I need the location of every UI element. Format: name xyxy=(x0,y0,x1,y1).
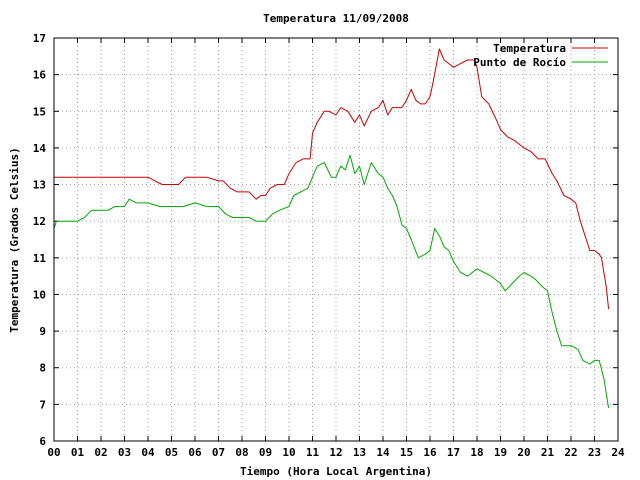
x-tick-label: 06 xyxy=(188,446,202,459)
y-tick-label: 13 xyxy=(33,179,46,192)
x-tick-label: 10 xyxy=(282,446,295,459)
y-tick-label: 10 xyxy=(33,288,46,301)
x-tick-label: 09 xyxy=(259,446,272,459)
x-tick-label: 20 xyxy=(517,446,530,459)
x-tick-label: 23 xyxy=(588,446,601,459)
x-tick-label: 05 xyxy=(165,446,178,459)
y-tick-label: 16 xyxy=(33,69,47,82)
x-tick-labels: 00 01 02 03 04 05 06 07 08 09 10 11 12 13 14 15 16 17 18 19… xyxy=(47,446,625,459)
y-tick-label: 7 xyxy=(39,398,46,411)
series-line-temperatura xyxy=(54,48,610,310)
y-tick-label: 8 xyxy=(39,362,46,375)
x-tick-label: 02 xyxy=(94,446,107,459)
x-tick-label: 01 xyxy=(71,446,85,459)
x-tick-label: 08 xyxy=(235,446,248,459)
x-tick-label: 16 xyxy=(423,446,437,459)
x-tick-label: 00 xyxy=(47,446,60,459)
y-tick-label: 6 xyxy=(39,435,46,448)
axis-ticks xyxy=(53,37,619,442)
x-tick-label: 13 xyxy=(353,446,366,459)
x-tick-label: 03 xyxy=(118,446,131,459)
x-tick-label: 12 xyxy=(329,446,342,459)
plot-frame xyxy=(53,37,619,442)
y-tick-labels: 6 7 8 9 10 11 12 13 14 15 16 17 xyxy=(33,32,47,448)
y-tick-label: 14 xyxy=(33,142,47,155)
chart-title: Temperatura 11/09/2008 xyxy=(263,12,409,25)
x-tick-label: 18 xyxy=(470,446,483,459)
y-tick-label: 17 xyxy=(33,32,46,45)
x-tick-label: 04 xyxy=(141,446,155,459)
x-tick-label: 21 xyxy=(541,446,555,459)
x-tick-label: 15 xyxy=(400,446,413,459)
x-axis-label: Tiempo (Hora Local Argentina) xyxy=(240,465,432,478)
series-line-punto-de-rocio xyxy=(53,154,610,409)
y-tick-label: 15 xyxy=(33,105,46,118)
legend-label-temperatura: Temperatura xyxy=(493,42,566,55)
x-tick-label: 19 xyxy=(494,446,507,459)
x-tick-label: 24 xyxy=(611,446,625,459)
data-series xyxy=(53,48,610,409)
x-tick-label: 14 xyxy=(376,446,390,459)
legend-label-punto-de-rocio: Punto de Rocío xyxy=(473,56,566,69)
y-tick-label: 11 xyxy=(33,252,47,265)
x-tick-label: 07 xyxy=(212,446,225,459)
x-tick-label: 17 xyxy=(447,446,460,459)
y-tick-label: 12 xyxy=(33,215,46,228)
x-tick-label: 11 xyxy=(306,446,320,459)
y-axis-label: Temperatura (Grados Celsius) xyxy=(8,147,21,332)
legend: Temperatura Punto de Rocío xyxy=(473,42,608,69)
y-tick-label: 9 xyxy=(39,325,46,338)
x-tick-label: 22 xyxy=(564,446,577,459)
